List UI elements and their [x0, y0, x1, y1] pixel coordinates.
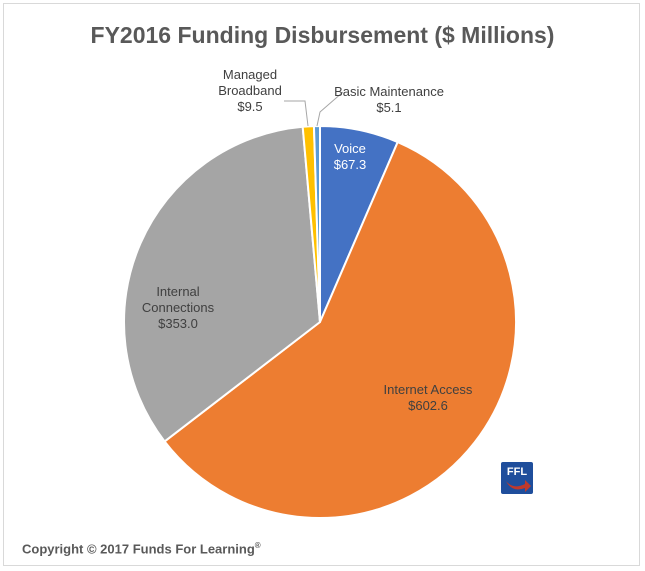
registered-mark: ® [254, 541, 261, 550]
slice-label-basic-maintenance: Basic Maintenance $5.1 [334, 84, 444, 115]
ffl-logo: FFL [501, 462, 533, 494]
leader-line-basic-maintenance [316, 91, 344, 127]
copyright-text: Copyright © 2017 Funds For Learning® [22, 541, 261, 556]
logo-text: FFL [507, 466, 527, 478]
chart-title: FY2016 Funding Disbursement ($ Millions) [90, 22, 555, 48]
pie-slice-internet-access [163, 140, 517, 519]
slice-label-internet-access: Internet Access $602.6 [384, 382, 473, 413]
leader-line-managed-broadband [284, 100, 309, 127]
slice-labels: Voice $67.3 Internet Access $602.6 Internal C… [142, 67, 473, 413]
slice-label-internal-connections: Internal Connections $353.0 [142, 284, 215, 331]
leader-lines [284, 91, 344, 127]
pie-slices [123, 124, 517, 519]
pie-slice-basic-maintenance [312, 124, 321, 323]
slice-label-voice: Voice $67.3 [334, 141, 367, 172]
pie-slice-internal-connections [123, 125, 322, 443]
copyright-label: Copyright © 2017 Funds For Learning [22, 541, 255, 557]
slice-label-managed-broadband: Managed Broadband $9.5 [218, 67, 282, 114]
